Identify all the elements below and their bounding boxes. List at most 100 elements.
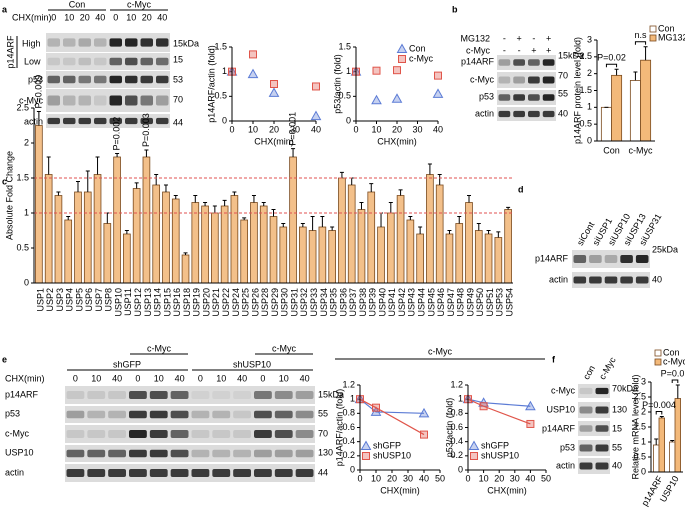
error-bar [56,191,61,196]
blot-band [589,276,602,284]
significance-bracket [655,411,663,415]
marker [247,68,259,79]
bar [416,233,424,284]
series-line [467,398,531,407]
x-tick-label: 40 [311,124,321,134]
label: 55 [612,442,622,452]
x-tick-label: 20 [387,473,397,483]
annotation: P=0.01 [661,368,685,378]
error-bar [486,230,491,234]
blot-band [528,76,540,84]
x-tick-label: 10 [371,124,381,134]
label: - [532,33,535,43]
blot-strip [578,440,610,456]
label: 15kDa [558,50,584,60]
error-bar [154,174,159,185]
bar [308,230,317,284]
error-bar [379,212,384,227]
blot-strip [46,71,170,88]
bar [211,212,219,284]
x-tick-label: 10 [479,473,489,483]
marker [526,419,535,428]
y-tick-label: 0.5 [579,119,592,129]
bar [357,209,366,284]
legend-label: shGFP [373,440,401,450]
label: shGFP [113,359,141,369]
label: c-Myc [428,346,452,356]
error-bar [75,181,80,192]
error-bar [506,206,511,210]
y-tick-label: 0.8 [342,408,355,418]
label: actin [5,467,24,477]
blot-band [595,462,609,470]
blot-band [542,110,555,118]
marker [470,452,478,460]
blot-band [170,469,189,477]
marker [360,440,372,450]
label: 25kDa [652,244,678,254]
marker [434,71,442,80]
marker [479,402,488,411]
x-tick-label: USP18 [182,288,192,317]
blot-band [129,469,147,477]
blot-band [579,444,593,452]
label: p53 [479,91,494,101]
x-tick-label: USP11 [123,288,133,316]
label: c-Myc [19,95,43,105]
label: 70 [318,428,328,438]
label: 15 [612,423,622,433]
error-bar [496,231,501,238]
bar [318,226,327,284]
y-tick-label: 1 [24,207,29,217]
blot-band [108,391,126,399]
bar [465,202,473,284]
blot-strip [572,250,650,268]
series-line [359,398,425,414]
blot-band [498,110,511,118]
blot-band [604,276,618,284]
y-tick-label: 3 [641,376,646,386]
blot-strip [65,386,315,404]
x-tick-label: USP30 [280,288,290,317]
significance-bracket [671,379,679,383]
label: USP10 [546,404,575,414]
error-bar [251,195,256,203]
legend-label: shUSP10 [481,450,519,460]
y-axis-label: p53/actin (fold) [332,54,342,114]
label: c-Myc [5,428,29,438]
blot-band [109,95,122,106]
label: 10 [64,12,74,22]
blot-band [635,276,649,284]
blot-strip [65,425,315,443]
label: 15kDa [173,38,199,48]
blot-band [579,406,593,414]
x-tick-label: USP15 [162,288,172,317]
x-tick-label: USP47 [446,288,456,317]
y-tick-label: 1 [222,66,227,76]
x-tick-label: USP24 [231,288,241,317]
marker [391,93,403,103]
blot-band [212,430,231,438]
marker [312,82,320,91]
blot-band [149,449,168,458]
label: 0 [73,373,78,383]
blot-band [295,430,314,438]
blot-strip [497,72,556,88]
blot-band [233,469,251,477]
blot-band [47,75,60,84]
y-tick-label: 0.4 [342,436,355,446]
x-tick-label: USP21 [211,288,221,317]
blot-band [156,117,169,125]
x-tick-label: 30 [412,124,422,134]
x-tick-label: 50 [435,473,445,483]
x-tick-label: 20 [392,124,402,134]
bar [171,198,180,284]
label: 15kDa [318,389,344,399]
label: CHX(min) [5,373,45,383]
blot-band [125,75,138,84]
legend-label: c-Myc [663,356,685,366]
x-tick-label: USP35 [329,288,339,317]
label: + [546,45,551,55]
x-tick-label: 40 [433,124,443,134]
